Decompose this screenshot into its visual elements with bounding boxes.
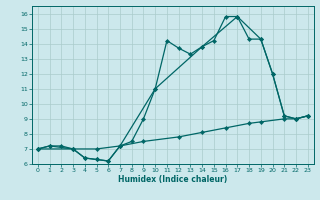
X-axis label: Humidex (Indice chaleur): Humidex (Indice chaleur) [118, 175, 228, 184]
